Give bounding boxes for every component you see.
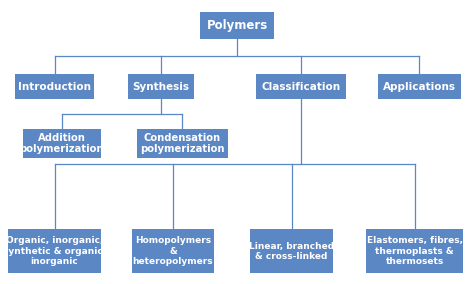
Text: Condensation
polymerization: Condensation polymerization: [140, 133, 225, 154]
Text: Organic, inorganic,
synthetic & organic-
inorganic: Organic, inorganic, synthetic & organic-…: [3, 237, 106, 266]
FancyBboxPatch shape: [131, 229, 214, 273]
Text: Synthesis: Synthesis: [133, 82, 190, 92]
FancyBboxPatch shape: [200, 12, 274, 39]
FancyBboxPatch shape: [256, 74, 346, 99]
Text: Linear, branched
& cross-linked: Linear, branched & cross-linked: [249, 242, 334, 261]
Text: Polymers: Polymers: [206, 19, 268, 32]
FancyBboxPatch shape: [15, 74, 94, 99]
Text: Applications: Applications: [383, 82, 456, 92]
FancyBboxPatch shape: [378, 74, 461, 99]
Text: Introduction: Introduction: [18, 82, 91, 92]
FancyBboxPatch shape: [250, 229, 333, 273]
Text: Classification: Classification: [262, 82, 340, 92]
FancyBboxPatch shape: [23, 128, 100, 158]
FancyBboxPatch shape: [8, 229, 100, 273]
Text: Addition
polymerization: Addition polymerization: [19, 133, 104, 154]
Text: Elastomers, fibres,
thermoplasts &
thermosets: Elastomers, fibres, thermoplasts & therm…: [367, 237, 463, 266]
FancyBboxPatch shape: [366, 229, 463, 273]
FancyBboxPatch shape: [137, 128, 228, 158]
Text: Homopolymers
&
heteropolymers: Homopolymers & heteropolymers: [133, 237, 213, 266]
FancyBboxPatch shape: [128, 74, 194, 99]
